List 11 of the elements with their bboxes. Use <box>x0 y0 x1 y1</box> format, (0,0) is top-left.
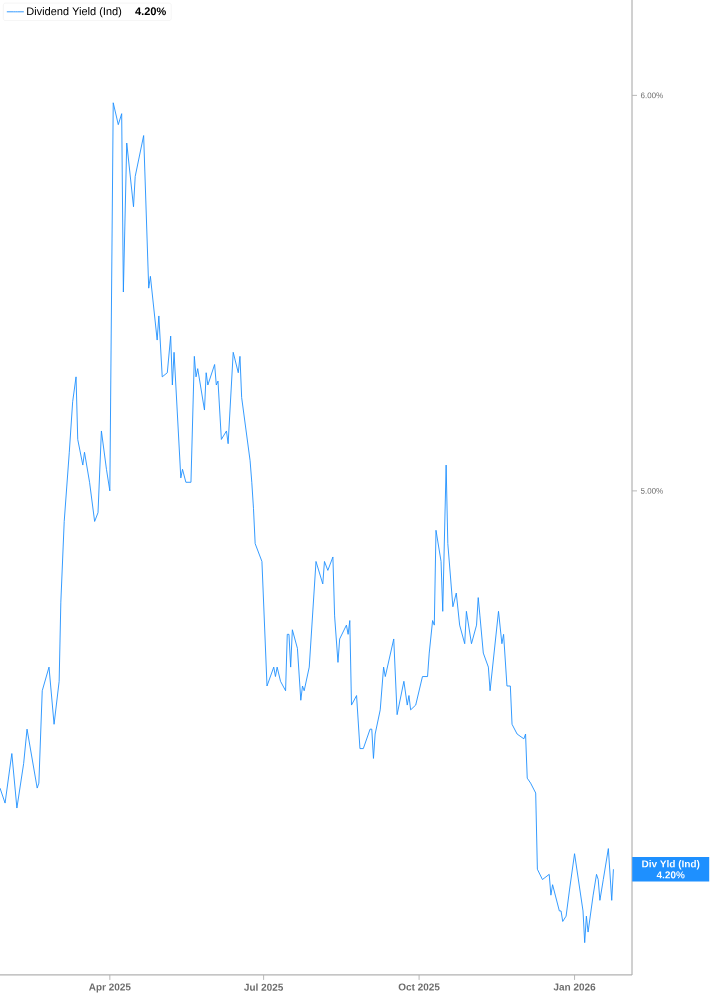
text: Div Yld (Ind) <box>642 860 700 870</box>
x-tick-label: Jan 2026 <box>553 983 596 991</box>
y-tick-label: 6.00% <box>640 92 663 99</box>
x-tick-label: Oct 2025 <box>398 983 440 991</box>
x-tick-label: Apr 2025 <box>88 983 131 993</box>
annotation: 4.20% <box>135 7 166 16</box>
y-tick-label: 5.00% <box>640 488 663 494</box>
line-series <box>0 102 614 944</box>
text: 4.20% <box>656 871 685 879</box>
legend-label: Dividend Yield (Ind) <box>27 7 122 18</box>
x-tick-label: Jul 2025 <box>244 983 284 991</box>
